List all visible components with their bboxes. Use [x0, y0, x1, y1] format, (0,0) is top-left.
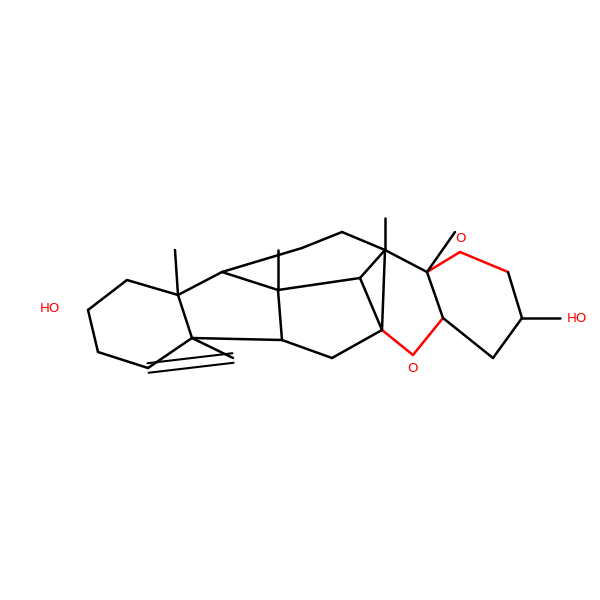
Text: O: O — [408, 362, 418, 375]
Text: O: O — [455, 232, 465, 245]
Text: HO: HO — [567, 311, 587, 325]
Text: HO: HO — [40, 301, 60, 314]
